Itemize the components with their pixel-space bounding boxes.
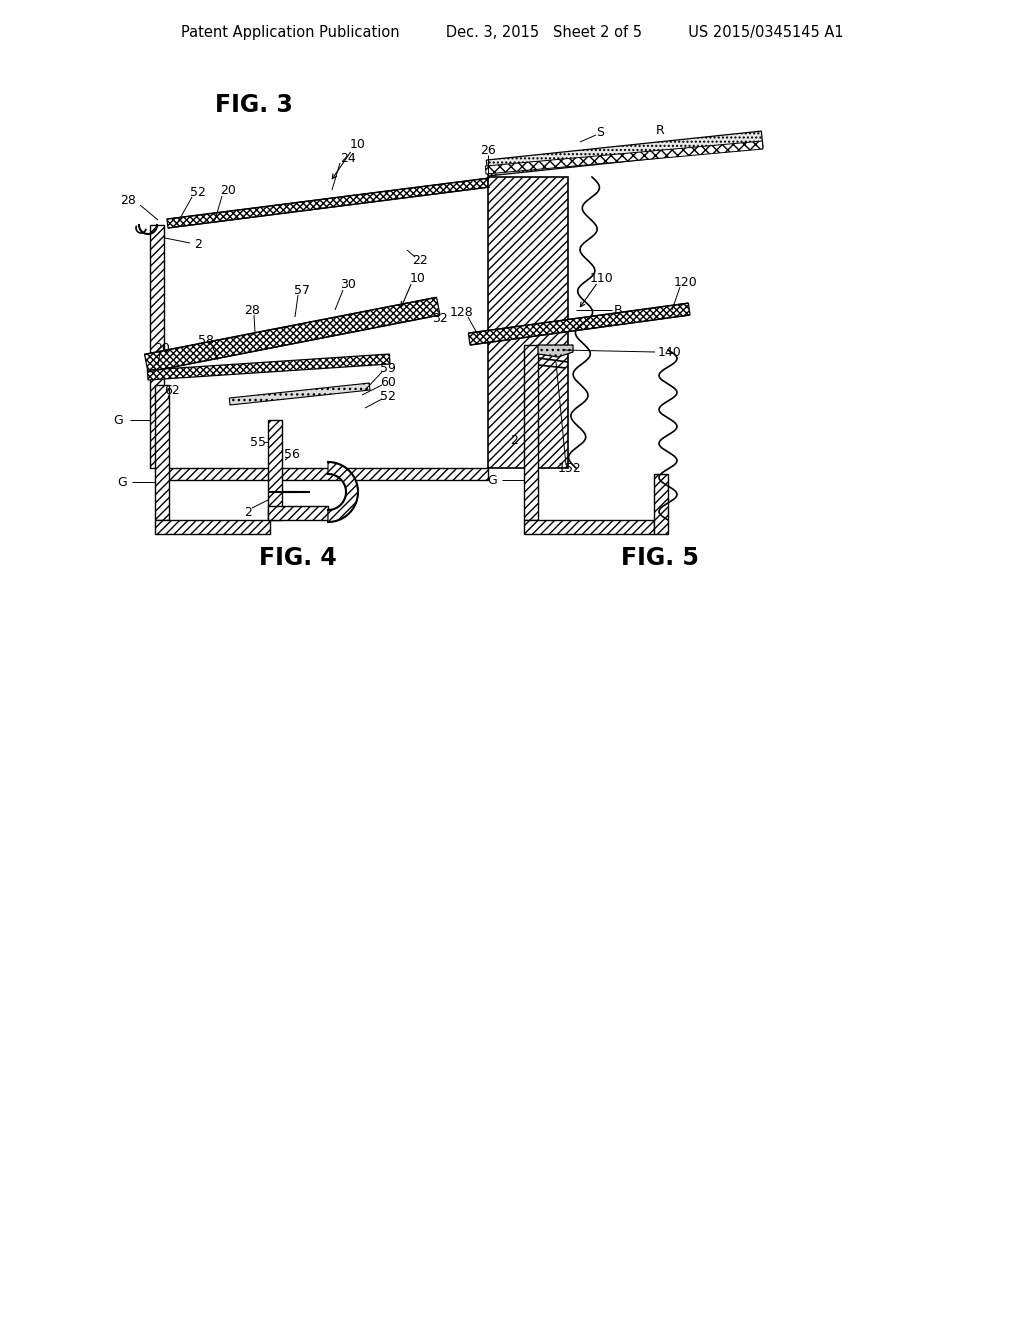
Text: 20: 20 <box>220 183 236 197</box>
Text: FIG. 5: FIG. 5 <box>622 546 699 570</box>
Polygon shape <box>538 345 573 356</box>
Text: R: R <box>655 124 665 136</box>
Text: FIG. 3: FIG. 3 <box>215 92 293 117</box>
Text: 32: 32 <box>432 312 447 325</box>
Polygon shape <box>486 131 763 176</box>
Bar <box>488 177 568 469</box>
Text: 2: 2 <box>195 239 202 252</box>
Text: 152: 152 <box>558 462 582 474</box>
Text: 28: 28 <box>120 194 136 206</box>
Bar <box>524 520 654 535</box>
Text: 128: 128 <box>451 305 474 318</box>
Bar <box>155 520 270 535</box>
Bar <box>155 385 169 520</box>
Polygon shape <box>328 462 358 521</box>
Text: 10: 10 <box>410 272 426 285</box>
Polygon shape <box>147 354 390 380</box>
Text: 55: 55 <box>250 436 266 449</box>
Text: 58: 58 <box>198 334 214 346</box>
Text: S: S <box>596 125 604 139</box>
Bar <box>524 345 538 520</box>
Text: 30: 30 <box>340 279 356 292</box>
Text: 28: 28 <box>244 304 260 317</box>
Text: 2: 2 <box>244 506 252 519</box>
Text: 26: 26 <box>480 144 496 157</box>
Text: 24: 24 <box>340 152 356 165</box>
Text: Patent Application Publication          Dec. 3, 2015   Sheet 2 of 5          US : Patent Application Publication Dec. 3, 2… <box>180 25 844 40</box>
Polygon shape <box>229 383 370 405</box>
Text: 56: 56 <box>284 449 300 462</box>
Text: 22: 22 <box>412 253 428 267</box>
Text: 62: 62 <box>164 384 180 396</box>
Bar <box>164 469 488 480</box>
Polygon shape <box>144 297 440 372</box>
Text: 52: 52 <box>380 389 396 403</box>
Polygon shape <box>485 141 763 174</box>
Polygon shape <box>167 178 490 228</box>
Bar <box>268 506 328 520</box>
Text: 60: 60 <box>380 375 396 388</box>
Text: B: B <box>613 304 623 317</box>
Text: FIG. 4: FIG. 4 <box>259 546 337 570</box>
Text: 59: 59 <box>380 362 396 375</box>
Text: 20: 20 <box>154 342 170 355</box>
Bar <box>150 224 164 469</box>
Text: 52: 52 <box>190 186 206 198</box>
Text: 140: 140 <box>658 346 682 359</box>
Bar <box>268 420 282 520</box>
Bar <box>654 474 668 535</box>
Text: G: G <box>113 413 123 426</box>
Text: 110: 110 <box>590 272 613 285</box>
Polygon shape <box>468 304 690 345</box>
Text: 10: 10 <box>350 139 366 152</box>
Text: G: G <box>117 475 127 488</box>
Text: 120: 120 <box>674 276 698 289</box>
Text: 2: 2 <box>510 433 518 446</box>
Text: G: G <box>487 474 497 487</box>
Text: 57: 57 <box>294 284 310 297</box>
